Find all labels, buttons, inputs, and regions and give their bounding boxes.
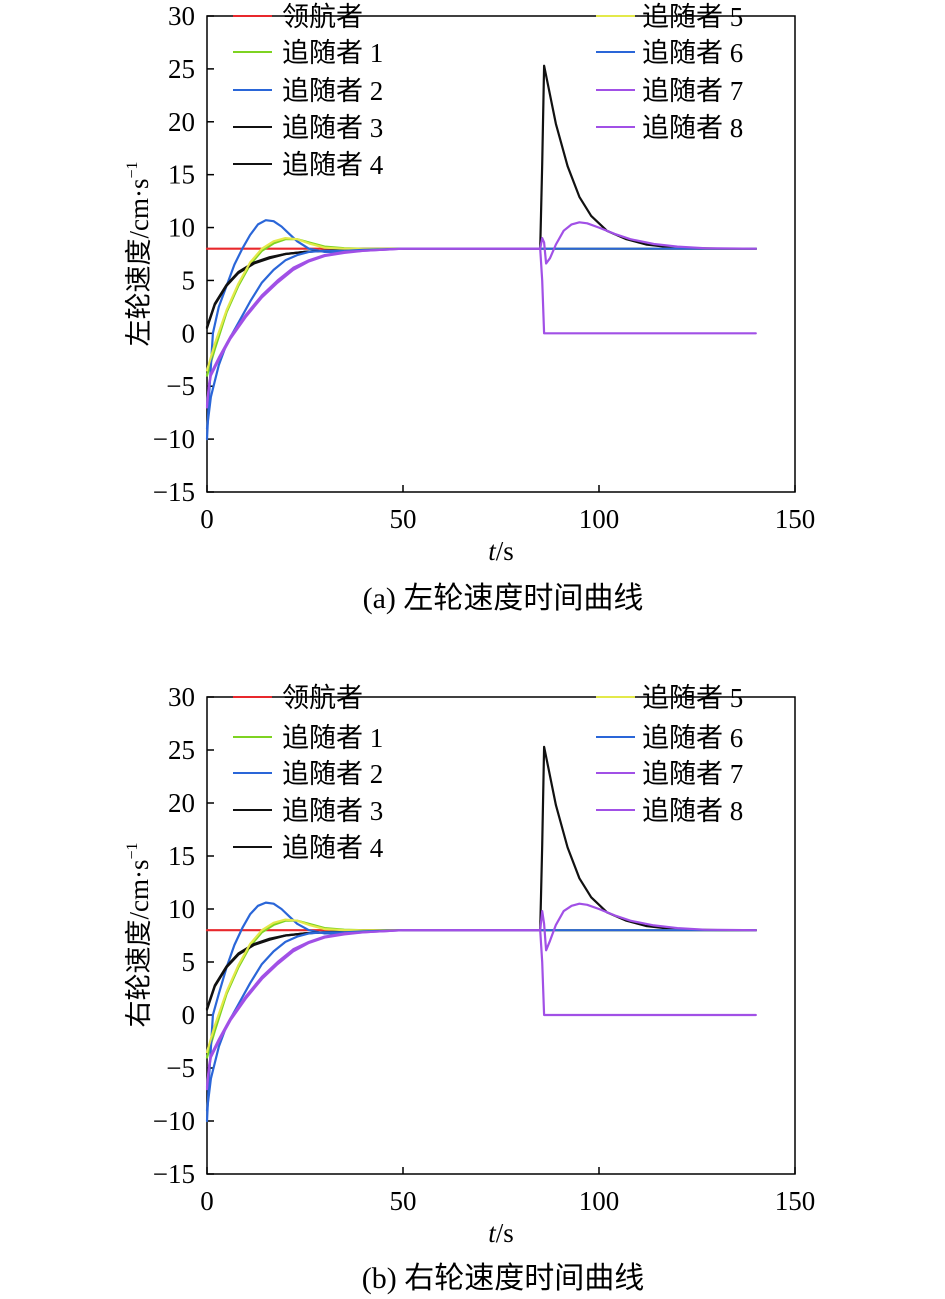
y-tick-label-a: 15 (168, 160, 195, 190)
legend-a-label-f8: 追随者 8 (642, 113, 743, 143)
series-line-a-8 (205, 247, 757, 407)
series-line-a-7 (205, 221, 757, 409)
y-tick-label-a: 10 (168, 213, 195, 243)
legend-a-label-f7: 追随者 7 (642, 76, 743, 106)
y-tick-label-a: 30 (168, 1, 195, 31)
series-line-a-6 (205, 247, 757, 430)
y-tick-label-a: 0 (182, 318, 196, 348)
legend-a-label-leader: 领航者 (282, 2, 363, 32)
legend-b-label-f1: 追随者 1 (282, 723, 383, 753)
plot-frame-b (206, 696, 796, 1175)
series-line-b-8 (205, 929, 757, 1089)
legend-a-label-f4: 追随者 4 (282, 150, 384, 180)
x-tick-label-a: 100 (579, 504, 620, 534)
legend-a-label-f1: 追随者 1 (282, 38, 383, 68)
y-tick-label-a: 5 (182, 265, 196, 295)
x-tick-label-a: 0 (200, 504, 214, 534)
y-tick-label-b: 30 (168, 682, 195, 712)
series-line-b-7 (205, 902, 757, 1091)
y-tick-label-b: 25 (168, 735, 195, 765)
panel-b: −15 −10 −5 0 5 10 15 20 25 30 0 50 100 150 领航者 追随者 1 … (124, 682, 815, 1295)
y-tick-label-a: 20 (168, 107, 195, 137)
ticks-a: −15 −10 −5 0 5 10 15 20 25 30 0 50 100 150 (153, 1, 815, 534)
legend-a-label-f5: 追随者 5 (642, 2, 743, 32)
y-axis-label-a: 左轮速度/cm·s−1 (124, 161, 154, 346)
x-tick-label-b: 0 (200, 1186, 214, 1216)
y-tick-label-a: −15 (153, 477, 195, 507)
ticks-b: −15 −10 −5 0 5 10 15 20 25 30 0 50 100 150 (153, 682, 815, 1216)
x-tick-label-b: 100 (579, 1186, 620, 1216)
y-tick-label-b: −15 (153, 1159, 195, 1189)
series-line-b-4 (205, 929, 757, 1010)
plot-frame-a (206, 15, 796, 493)
legend-a-label-f3: 追随者 3 (282, 113, 383, 143)
series-b (205, 745, 757, 1123)
y-tick-label-b: 0 (182, 1000, 196, 1030)
y-tick-label-b: −10 (153, 1106, 195, 1136)
legend-b-label-f7: 追随者 7 (642, 759, 743, 789)
caption-a: (a) 左轮速度时间曲线 (363, 582, 644, 615)
legend-b-label-f2: 追随者 2 (282, 759, 383, 789)
y-tick-label-b: 10 (168, 894, 195, 924)
series-line-b-6 (205, 929, 757, 1112)
legend-b: 领航者 追随者 1 追随者 2 追随者 3 追随者 4 追随者 5 追随者 6 … (233, 683, 743, 863)
legend-a-label-f6: 追随者 6 (642, 38, 743, 68)
series-a (205, 64, 757, 441)
legend-b-label-f4: 追随者 4 (282, 833, 384, 863)
caption-b: (b) 右轮速度时间曲线 (362, 1262, 644, 1295)
y-tick-label-b: 15 (168, 841, 195, 871)
legend-b-label-f3: 追随者 3 (282, 796, 383, 826)
x-tick-label-b: 50 (390, 1186, 417, 1216)
y-axis-label-b: 右轮速度/cm·s−1 (124, 842, 154, 1027)
y-tick-label-a: −5 (166, 371, 195, 401)
x-tick-label-a: 150 (775, 504, 816, 534)
y-tick-label-b: 5 (182, 947, 196, 977)
x-tick-label-a: 50 (390, 504, 417, 534)
y-tick-label-b: 20 (168, 788, 195, 818)
x-axis-label-b: t/s (488, 1218, 514, 1248)
legend-b-label-leader: 领航者 (282, 683, 363, 713)
y-tick-label-a: 25 (168, 54, 195, 84)
x-tick-label-b: 150 (775, 1186, 816, 1216)
panel-a: −15 −10 −5 0 5 10 15 20 25 30 0 50 100 150 领航者 追随者 1 … (124, 1, 815, 615)
y-tick-label-a: −10 (153, 424, 195, 454)
series-line-a-4 (205, 247, 757, 329)
x-axis-label-a: t/s (488, 536, 514, 566)
legend-b-label-f6: 追随者 6 (642, 723, 743, 753)
legend-b-label-f5: 追随者 5 (642, 683, 743, 713)
y-tick-label-b: −5 (166, 1053, 195, 1083)
legend-a: 领航者 追随者 1 追随者 2 追随者 3 追随者 4 追随者 5 追随者 6 … (233, 2, 743, 180)
legend-b-label-f8: 追随者 8 (642, 796, 743, 826)
legend-a-label-f2: 追随者 2 (282, 76, 383, 106)
